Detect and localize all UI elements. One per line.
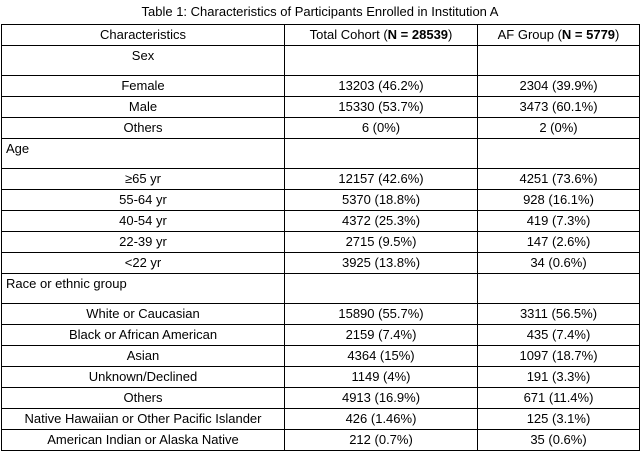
characteristics-table: Characteristics Total Cohort (N = 28539)…: [1, 24, 640, 451]
table-row: 22-39 yr 2715 (9.5%) 147 (2.6%): [1, 231, 640, 253]
af-group-cell: [477, 45, 640, 76]
col-header-af-group: AF Group (N = 5779): [477, 24, 640, 46]
af-group-cell: 2304 (39.9%): [477, 75, 640, 97]
af-group-cell: 1097 (18.7%): [477, 345, 640, 367]
af-group-cell: 419 (7.3%): [477, 210, 640, 232]
af-group-cell: [477, 273, 640, 304]
table-row: 40-54 yr 4372 (25.3%) 419 (7.3%): [1, 210, 640, 232]
af-group-label-suffix: ): [615, 27, 620, 42]
table-row: <22 yr 3925 (13.8%) 34 (0.6%): [1, 252, 640, 274]
total-cohort-label-suffix: ): [448, 27, 453, 42]
row-label-cell: Race or ethnic group: [1, 273, 285, 304]
row-label-cell: Others: [1, 117, 285, 139]
section-row: Sex: [1, 45, 640, 76]
col-header-characteristics: Characteristics: [1, 24, 285, 46]
table-row: ≥65 yr 12157 (42.6%) 4251 (73.6%): [1, 168, 640, 190]
table-row: White or Caucasian 15890 (55.7%) 3311 (56.…: [1, 303, 640, 325]
af-group-cell: 35 (0.6%): [477, 429, 640, 451]
row-label-cell: Others: [1, 387, 285, 409]
af-group-label-prefix: AF Group (: [497, 27, 562, 42]
af-group-cell: 3473 (60.1%): [477, 96, 640, 118]
section-row: Race or ethnic group: [1, 273, 640, 304]
row-label-cell: 55-64 yr: [1, 189, 285, 211]
total-cohort-cell: 13203 (46.2%): [284, 75, 478, 97]
table-row: Others 4913 (16.9%) 671 (11.4%): [1, 387, 640, 409]
row-label-cell: Age: [1, 138, 285, 169]
af-group-cell: 147 (2.6%): [477, 231, 640, 253]
total-cohort-cell: 4913 (16.9%): [284, 387, 478, 409]
total-cohort-cell: [284, 273, 478, 304]
section-row: Age: [1, 138, 640, 169]
row-label-cell: Asian: [1, 345, 285, 367]
table-row: Female 13203 (46.2%) 2304 (39.9%): [1, 75, 640, 97]
row-label-cell: 22-39 yr: [1, 231, 285, 253]
header-row: Characteristics Total Cohort (N = 28539)…: [1, 24, 640, 46]
af-group-cell: 3311 (56.5%): [477, 303, 640, 325]
row-label-cell: Unknown/Declined: [1, 366, 285, 388]
af-group-cell: 671 (11.4%): [477, 387, 640, 409]
table-row: Native Hawaiian or Other Pacific Islande…: [1, 408, 640, 430]
total-cohort-cell: 426 (1.46%): [284, 408, 478, 430]
row-label-cell: Female: [1, 75, 285, 97]
af-group-n-value: N = 5779: [561, 27, 616, 42]
af-group-cell: 2 (0%): [477, 117, 640, 139]
total-cohort-cell: 5370 (18.8%): [284, 189, 478, 211]
table-body: Sex Female 13203 (46.2%) 2304 (39.9%) Male 15…: [1, 45, 640, 451]
total-cohort-cell: 6 (0%): [284, 117, 478, 139]
col-header-total-cohort: Total Cohort (N = 28539): [284, 24, 478, 46]
total-cohort-cell: 1149 (4%): [284, 366, 478, 388]
table-row: Black or African American 2159 (7.4%) 435 …: [1, 324, 640, 346]
af-group-cell: 4251 (73.6%): [477, 168, 640, 190]
row-label-cell: Male: [1, 96, 285, 118]
total-cohort-cell: [284, 138, 478, 169]
row-label-cell: ≥65 yr: [1, 168, 285, 190]
table-row: Unknown/Declined 1149 (4%) 191 (3.3%): [1, 366, 640, 388]
total-cohort-cell: 15890 (55.7%): [284, 303, 478, 325]
table-header: Characteristics Total Cohort (N = 28539)…: [1, 24, 640, 46]
af-group-cell: 191 (3.3%): [477, 366, 640, 388]
total-cohort-cell: [284, 45, 478, 76]
total-cohort-cell: 15330 (53.7%): [284, 96, 478, 118]
af-group-cell: 928 (16.1%): [477, 189, 640, 211]
table-row: 55-64 yr 5370 (18.8%) 928 (16.1%): [1, 189, 640, 211]
page-title: Table 1: Characteristics of Participants…: [141, 4, 499, 19]
total-cohort-cell: 12157 (42.6%): [284, 168, 478, 190]
row-label-cell: White or Caucasian: [1, 303, 285, 325]
af-group-cell: 125 (3.1%): [477, 408, 640, 430]
total-cohort-label-prefix: Total Cohort (: [309, 27, 388, 42]
table-row: Asian 4364 (15%) 1097 (18.7%): [1, 345, 640, 367]
total-cohort-cell: 4364 (15%): [284, 345, 478, 367]
row-label-cell: Sex: [1, 45, 285, 76]
af-group-cell: [477, 138, 640, 169]
row-label-cell: American Indian or Alaska Native: [1, 429, 285, 451]
table-row: Others 6 (0%) 2 (0%): [1, 117, 640, 139]
total-cohort-cell: 2159 (7.4%): [284, 324, 478, 346]
total-cohort-cell: 3925 (13.8%): [284, 252, 478, 274]
table-row: American Indian or Alaska Native 212 (0.7…: [1, 429, 640, 451]
af-group-cell: 435 (7.4%): [477, 324, 640, 346]
row-label-cell: <22 yr: [1, 252, 285, 274]
total-cohort-cell: 4372 (25.3%): [284, 210, 478, 232]
row-label-cell: Black or African American: [1, 324, 285, 346]
table-row: Male 15330 (53.7%) 3473 (60.1%): [1, 96, 640, 118]
total-cohort-cell: 2715 (9.5%): [284, 231, 478, 253]
row-label-cell: Native Hawaiian or Other Pacific Islande…: [1, 408, 285, 430]
af-group-cell: 34 (0.6%): [477, 252, 640, 274]
row-label-cell: 40-54 yr: [1, 210, 285, 232]
total-cohort-n-value: N = 28539: [387, 27, 449, 42]
total-cohort-cell: 212 (0.7%): [284, 429, 478, 451]
